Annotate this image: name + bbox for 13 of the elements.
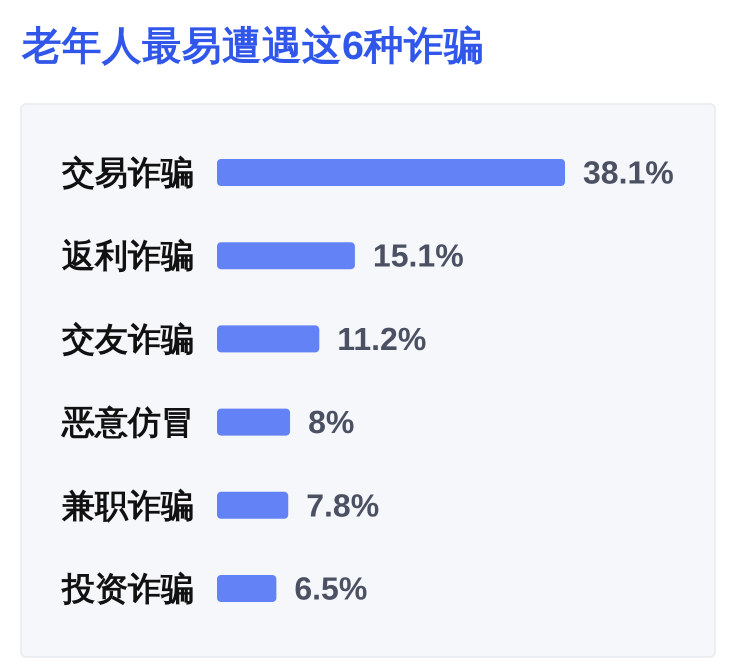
- category-label: 交易诈骗: [62, 154, 194, 191]
- category-label: 恶意仿冒: [62, 404, 194, 441]
- category-label: 交友诈骗: [62, 320, 194, 358]
- value-label: 6.5%: [294, 570, 368, 606]
- category-label: 投资诈骗: [62, 570, 194, 607]
- value-label: 11.2%: [337, 320, 426, 357]
- value-label: 38.1%: [583, 154, 674, 190]
- category-label: 兼职诈骗: [62, 486, 194, 524]
- category-label: 返利诈骗: [62, 237, 194, 274]
- value-label: 8%: [308, 404, 354, 440]
- value-label: 15.1%: [372, 238, 464, 274]
- value-label: 7.8%: [306, 487, 380, 524]
- title: 老年人最易遭遇这6种诈骗: [22, 24, 484, 68]
